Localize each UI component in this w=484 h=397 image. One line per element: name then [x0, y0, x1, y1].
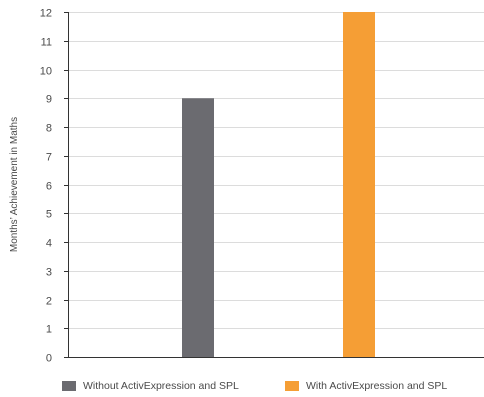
bars [182, 12, 375, 357]
y-tick-label-4: 4 [46, 238, 52, 250]
y-tick-label-0: 0 [46, 353, 52, 365]
y-tick-label-12: 12 [40, 8, 52, 20]
y-tick-label-2: 2 [46, 296, 52, 308]
y-tick-label-10: 10 [40, 66, 52, 78]
y-tick-label-8: 8 [46, 123, 52, 135]
legend: Without ActivExpression and SPL With Act… [0, 378, 484, 394]
bar-without [182, 98, 214, 357]
legend-label-with: With ActivExpression and SPL [306, 380, 448, 392]
y-tick-label-1: 1 [46, 324, 52, 336]
legend-item-with: With ActivExpression and SPL [285, 380, 447, 392]
legend-swatch-with [285, 381, 299, 391]
legend-swatch-without [62, 381, 76, 391]
y-tick-label-3: 3 [46, 267, 52, 279]
y-tick-label-5: 5 [46, 209, 52, 221]
y-axis-title: Months’ Achievement in Maths [9, 117, 20, 252]
gridlines [68, 12, 484, 329]
legend-item-without: Without ActivExpression and SPL [62, 380, 239, 392]
legend-label-without: Without ActivExpression and SPL [83, 380, 239, 392]
y-tick-label-7: 7 [46, 152, 52, 164]
bar-with [343, 12, 375, 357]
y-tick-label-6: 6 [46, 181, 52, 193]
y-tick-label-9: 9 [46, 94, 52, 106]
y-tick-label-11: 11 [41, 37, 52, 49]
